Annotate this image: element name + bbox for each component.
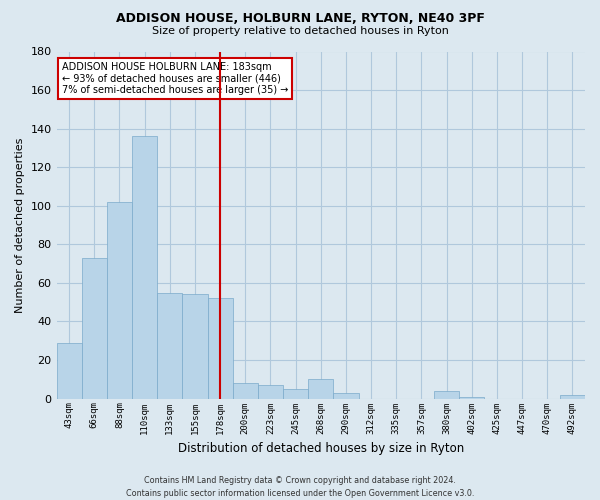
Bar bbox=[258, 385, 283, 398]
Bar bbox=[334, 393, 359, 398]
Bar bbox=[182, 294, 208, 399]
Bar bbox=[82, 258, 107, 398]
Text: ADDISON HOUSE HOLBURN LANE: 183sqm
← 93% of detached houses are smaller (446)
7%: ADDISON HOUSE HOLBURN LANE: 183sqm ← 93%… bbox=[62, 62, 288, 95]
Bar bbox=[459, 396, 484, 398]
Y-axis label: Number of detached properties: Number of detached properties bbox=[15, 138, 25, 313]
Bar bbox=[107, 202, 132, 398]
Bar bbox=[157, 292, 182, 399]
Bar bbox=[132, 136, 157, 398]
Bar bbox=[283, 389, 308, 398]
Bar bbox=[560, 395, 585, 398]
Text: ADDISON HOUSE, HOLBURN LANE, RYTON, NE40 3PF: ADDISON HOUSE, HOLBURN LANE, RYTON, NE40… bbox=[116, 12, 484, 26]
Bar bbox=[208, 298, 233, 398]
Text: Size of property relative to detached houses in Ryton: Size of property relative to detached ho… bbox=[152, 26, 448, 36]
Bar bbox=[308, 380, 334, 398]
Bar bbox=[56, 342, 82, 398]
Text: Contains HM Land Registry data © Crown copyright and database right 2024.
Contai: Contains HM Land Registry data © Crown c… bbox=[126, 476, 474, 498]
X-axis label: Distribution of detached houses by size in Ryton: Distribution of detached houses by size … bbox=[178, 442, 464, 455]
Bar bbox=[434, 391, 459, 398]
Bar bbox=[233, 383, 258, 398]
